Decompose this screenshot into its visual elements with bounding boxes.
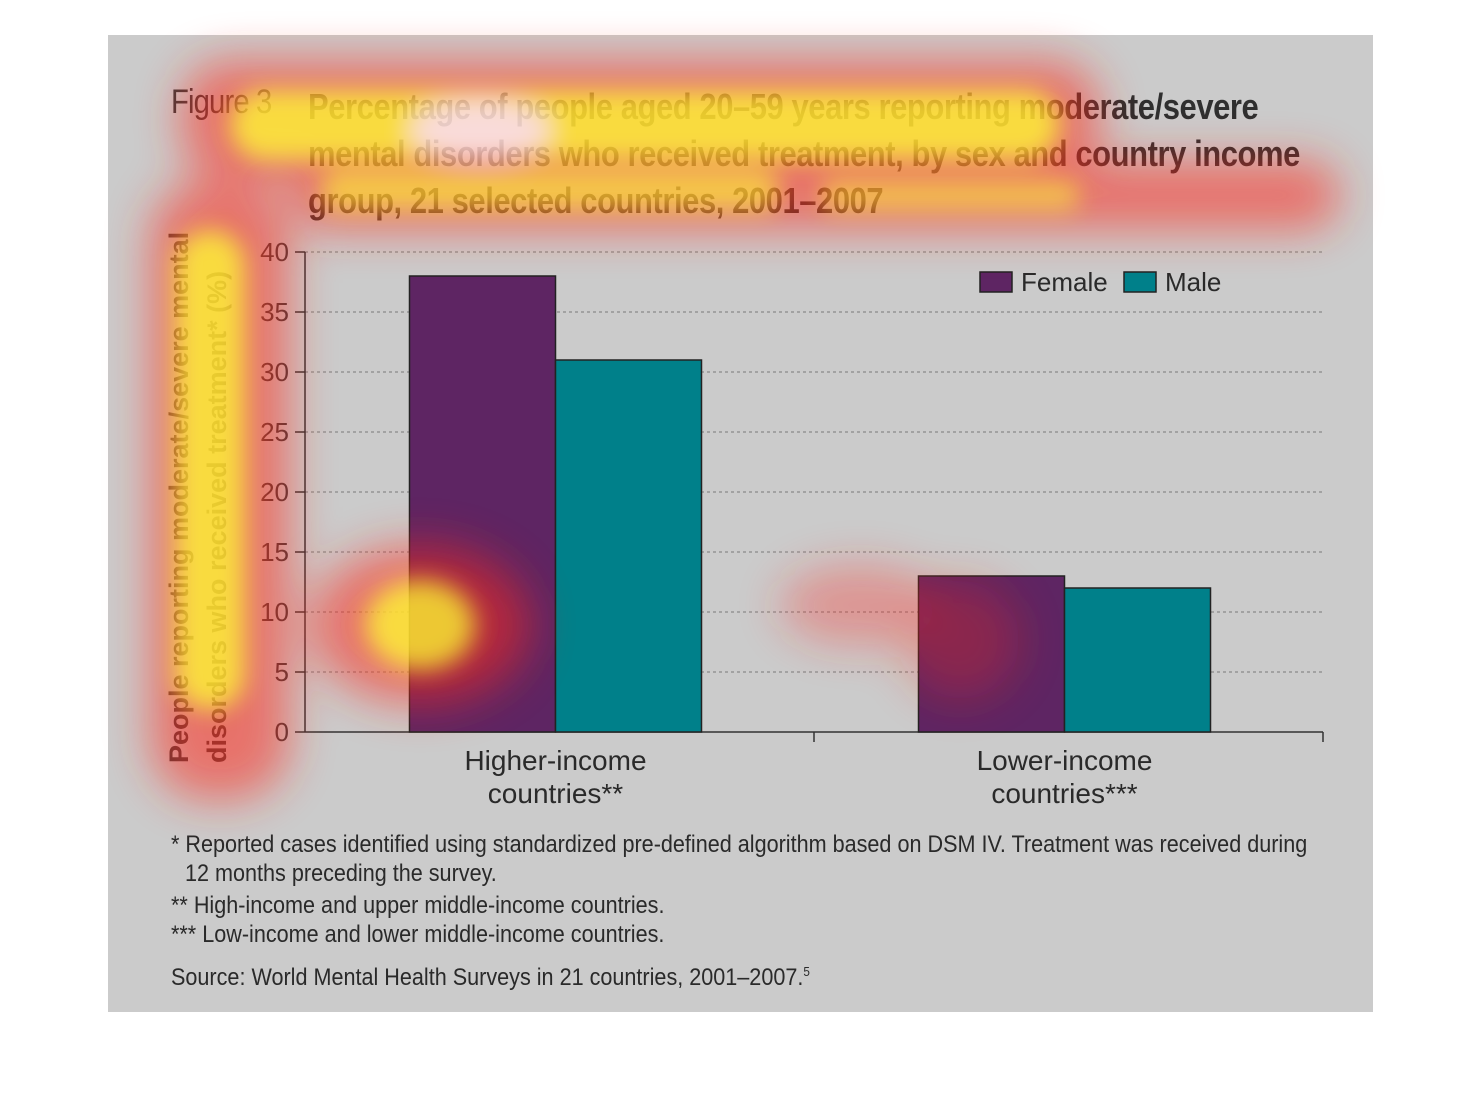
legend-label-female: Female [1021, 267, 1108, 297]
x-category-label: countries*** [991, 778, 1137, 809]
y-tick-label: 10 [260, 597, 289, 627]
bar-male-1 [554, 359, 703, 733]
legend-label-male: Male [1165, 267, 1221, 297]
source-note: Source: World Mental Health Surveys in 2… [171, 964, 810, 992]
legend-swatch-female [979, 271, 1013, 293]
bar-female-1 [408, 275, 557, 733]
footnote-2: ** High-income and upper middle-income c… [171, 892, 665, 919]
legend: Female Male [979, 267, 1221, 297]
y-tick-label: 35 [260, 297, 289, 327]
y-tick-label: 30 [260, 357, 289, 387]
y-tick-label: 25 [260, 417, 289, 447]
bar-chart: 0510152025303540Higher-incomecountries**… [260, 237, 1324, 809]
x-category-label: Lower-income [977, 745, 1153, 776]
x-category-label: countries** [488, 778, 624, 809]
x-category-label: Higher-income [464, 745, 646, 776]
y-tick-label: 40 [260, 237, 289, 267]
footnote-3: *** Low-income and lower middle-income c… [171, 921, 665, 948]
legend-swatch-male [1123, 271, 1157, 293]
bar-male-2 [1063, 587, 1212, 733]
y-tick-label: 0 [275, 717, 289, 747]
footnote-1-continued: 12 months preceding the survey. [185, 860, 497, 887]
figure-panel: Figure 3 Percentage of people aged 20–59… [108, 35, 1373, 1012]
bars [408, 275, 1212, 733]
source-reference: 5 [803, 964, 810, 979]
footnote-1: * Reported cases identified using standa… [171, 831, 1308, 858]
source-text: Source: World Mental Health Surveys in 2… [171, 964, 804, 991]
y-tick-label: 15 [260, 537, 289, 567]
bar-female-2 [917, 575, 1066, 733]
y-tick-label: 20 [260, 477, 289, 507]
y-tick-label: 5 [275, 657, 289, 687]
